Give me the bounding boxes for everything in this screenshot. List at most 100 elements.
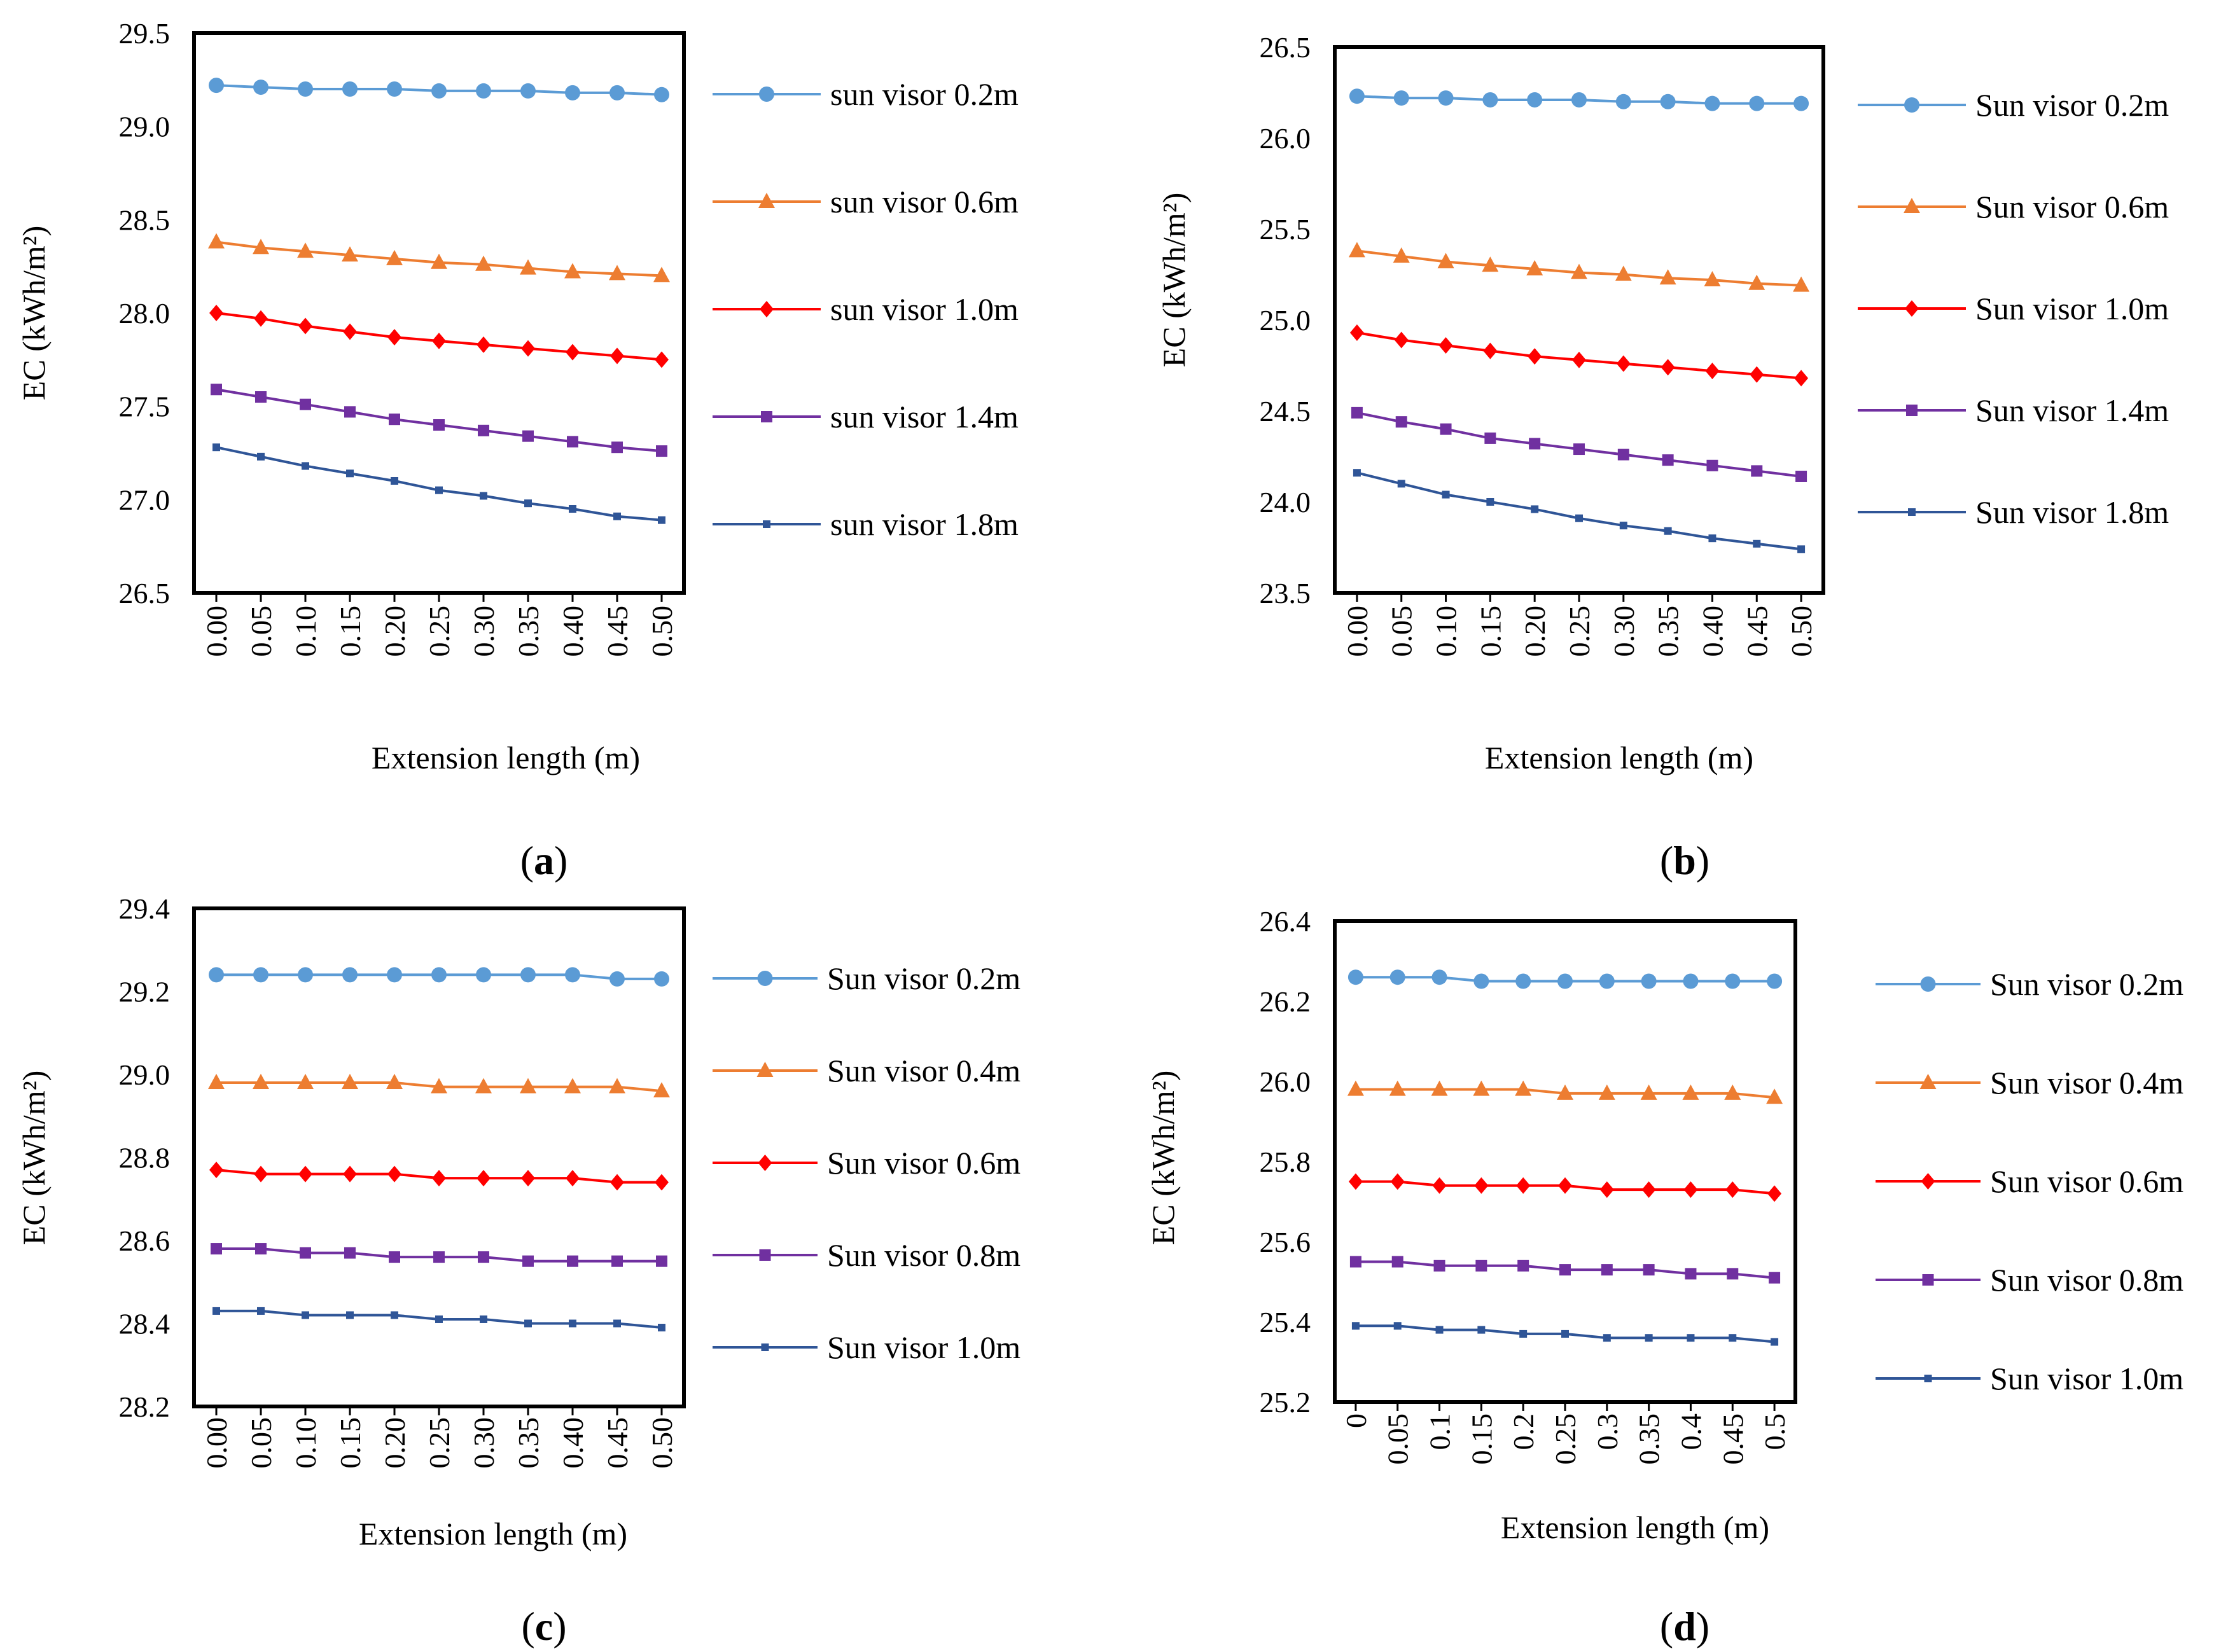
data-point: [386, 1074, 403, 1090]
data-point: [1643, 1264, 1655, 1276]
x-tick-label: 0.10: [1430, 606, 1463, 657]
x-tick-label: 0.5: [1758, 1413, 1791, 1450]
data-point: [1619, 522, 1627, 530]
data-point: [1557, 973, 1573, 989]
x-tick-label: 0.00: [1341, 606, 1374, 657]
x-tick-label: 0.20: [1519, 606, 1551, 657]
data-point: [654, 971, 669, 987]
data-point: [209, 1162, 223, 1179]
data-point: [1704, 271, 1721, 287]
x-tick-label: 0.25: [1563, 606, 1596, 657]
data-point: [1557, 1084, 1573, 1100]
data-point: [653, 267, 670, 282]
legend-marker: [1904, 198, 1920, 213]
x-tick-label: 0.1: [1424, 1413, 1456, 1450]
data-point: [1598, 1084, 1615, 1100]
x-tick-label: 0.15: [334, 1417, 366, 1469]
y-axis-title: EC (kWh/m²): [16, 1071, 52, 1246]
data-point: [1351, 406, 1363, 419]
y-tick-label: 29.2: [119, 976, 171, 1008]
data-point: [1769, 1272, 1781, 1284]
data-point: [1662, 454, 1674, 466]
legend-label: sun visor 1.8m: [830, 506, 1019, 542]
x-axis-title: Extension length (m): [372, 740, 640, 775]
data-point: [1571, 263, 1587, 279]
y-tick-label: 28.0: [119, 297, 171, 330]
y-tick-label: 26.0: [1260, 1065, 1311, 1098]
data-point: [342, 1074, 358, 1090]
data-point: [302, 462, 309, 470]
data-point: [300, 398, 311, 410]
x-tick-label: 0.3: [1591, 1413, 1624, 1450]
y-tick-label: 27.0: [119, 483, 171, 516]
data-point: [1432, 1177, 1447, 1194]
data-point: [1615, 94, 1631, 109]
series-line: [1356, 471, 1802, 551]
legend-marker: [759, 1249, 771, 1261]
y-axis-title: EC (kWh/m²): [1156, 193, 1192, 368]
data-point: [480, 492, 487, 500]
data-point: [1390, 1173, 1405, 1190]
data-point: [1527, 92, 1543, 108]
y-tick-label: 28.8: [119, 1142, 171, 1174]
x-tick-label: 0.15: [1474, 606, 1507, 657]
data-point: [1706, 459, 1718, 471]
data-point: [1483, 342, 1498, 359]
data-point: [253, 239, 269, 254]
data-point: [431, 253, 447, 269]
legend-marker: [758, 193, 775, 208]
data-point: [1349, 1256, 1361, 1268]
x-tick-label: 0.45: [1741, 606, 1773, 657]
legend-marker: [760, 301, 774, 317]
data-point: [1531, 505, 1539, 513]
y-tick-label: 27.5: [119, 391, 171, 423]
data-point: [1705, 363, 1720, 380]
plot-area-frame: [1333, 919, 1797, 1404]
x-tick-label: 0.45: [601, 1417, 634, 1469]
data-point: [343, 323, 357, 340]
data-point: [1515, 973, 1531, 989]
data-point: [391, 1311, 398, 1319]
x-tick-label: 0.35: [512, 606, 545, 657]
y-tick-label: 29.0: [119, 1059, 171, 1091]
legend-label: Sun visor 0.6m: [827, 1145, 1020, 1181]
data-point: [389, 1251, 400, 1263]
y-tick-label: 29.5: [119, 17, 171, 50]
x-tick-label: 0.25: [423, 606, 456, 657]
data-point: [1571, 92, 1587, 108]
x-tick-label: 0.30: [1608, 606, 1640, 657]
data-point: [1771, 1338, 1779, 1346]
legend-marker: [1924, 1375, 1932, 1382]
legend-label: Sun visor 0.6m: [1990, 1163, 2183, 1199]
data-point: [1349, 324, 1364, 342]
x-tick-label: 0.05: [1386, 606, 1418, 657]
data-point: [1349, 88, 1365, 104]
data-point: [257, 1307, 265, 1315]
data-point: [1725, 1181, 1740, 1198]
data-point: [1433, 1260, 1445, 1272]
legend-label: sun visor 1.4m: [830, 399, 1019, 434]
legend-marker: [757, 971, 773, 986]
x-tick-label: 0.35: [1633, 1413, 1666, 1465]
data-point: [254, 310, 268, 327]
data-point: [1519, 1329, 1528, 1338]
legend-label: Sun visor 0.4m: [827, 1053, 1020, 1088]
data-point: [520, 967, 536, 983]
caption-c: (c): [521, 1604, 566, 1649]
legend-label: sun visor 0.2m: [830, 76, 1019, 112]
x-tick-label: 0.30: [468, 606, 500, 657]
data-point: [522, 430, 534, 442]
x-tick-label: 0.50: [646, 1417, 678, 1469]
x-tick-label: 0.15: [334, 606, 366, 657]
data-point: [300, 1247, 311, 1259]
data-point: [524, 499, 532, 508]
data-point: [298, 81, 313, 97]
data-point: [521, 340, 535, 357]
data-point: [1704, 95, 1720, 111]
x-tick-label: 0.50: [1785, 606, 1818, 657]
data-point: [476, 83, 491, 99]
data-point: [1559, 1264, 1571, 1276]
data-point: [1616, 355, 1631, 372]
data-point: [432, 1170, 446, 1187]
data-point: [569, 505, 576, 513]
